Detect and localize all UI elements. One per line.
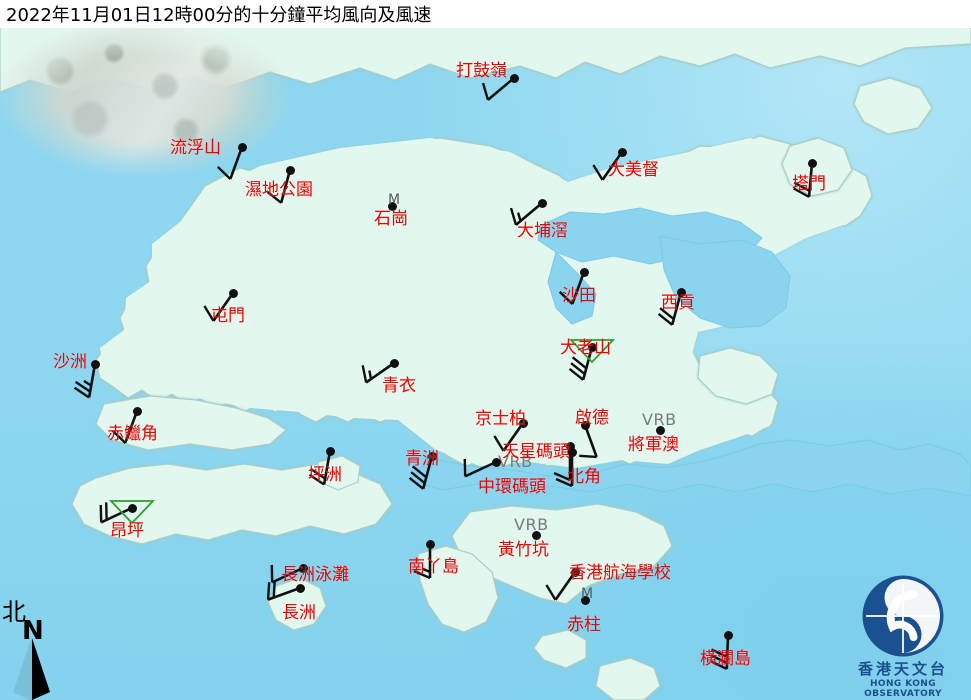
logo-label-cn: 香港天文台 — [857, 660, 948, 678]
station-label: 黃竹坑 — [498, 540, 549, 560]
wind-barb-icon — [111, 410, 139, 444]
station-label: 將軍澳 — [628, 435, 679, 455]
wind-barb-icon — [579, 424, 598, 459]
wind-barb-icon — [413, 544, 432, 580]
station-label: 天星碼頭 — [502, 442, 570, 462]
station-label: 青洲 — [405, 449, 439, 469]
station-label: 昂坪 — [110, 521, 144, 541]
compass-label-en: N — [22, 616, 44, 646]
wind-barb-icon — [793, 162, 814, 198]
wind-barb-icon — [555, 452, 574, 488]
station-label: 塔門 — [792, 174, 826, 194]
station-dot-icon — [388, 202, 397, 211]
wind-barb-icon — [493, 422, 525, 452]
wind-barb-icon — [545, 571, 577, 601]
wind-barb-icon — [463, 458, 497, 478]
station-label: 啟德 — [575, 408, 609, 428]
station-label: 橫瀾島 — [700, 649, 751, 669]
m-marker: M — [388, 192, 401, 208]
hko-emblem-icon — [862, 575, 944, 657]
gale-pennant-icon — [569, 339, 615, 364]
station-label: 青衣 — [382, 376, 416, 396]
wind-barb-icon — [203, 292, 235, 322]
station-dot-icon — [532, 531, 541, 540]
station-dot-icon — [510, 74, 519, 83]
wind-barb-icon — [408, 455, 434, 490]
station-label: 沙洲 — [53, 352, 87, 372]
wind-barb-icon — [361, 361, 395, 384]
station-label: 大美督 — [608, 160, 659, 180]
station-dot-icon — [492, 458, 501, 467]
station-label: 長洲 — [282, 603, 316, 623]
station-dot-icon — [656, 426, 665, 435]
satellite-imagery-patch — [0, 26, 300, 176]
wind-barb-icon — [266, 580, 301, 601]
wind-barb-icon — [657, 291, 683, 326]
station-label: 南丫島 — [408, 557, 459, 577]
gale-pennant-icon — [109, 500, 155, 525]
wind-barb-icon — [592, 151, 624, 181]
logo-label-en: HONG KONG OBSERVATORY — [864, 679, 942, 699]
station-label: 京士柏 — [475, 409, 526, 429]
wind-barb-icon — [73, 363, 97, 399]
hko-logo: 香港天文台 HONG KONG OBSERVATORY — [839, 572, 967, 699]
wind-barb-icon — [481, 77, 515, 101]
wind-barb-icon — [308, 450, 332, 486]
station-dot-icon — [128, 504, 137, 513]
station-label: 長洲泳灘 — [281, 565, 349, 585]
station-dot-icon — [538, 199, 547, 208]
station-label: 濕地公園 — [245, 180, 313, 200]
wind-barb-icon — [99, 502, 133, 524]
wind-barb-icon — [568, 346, 594, 381]
station-label: 北角 — [567, 467, 601, 487]
station-label: 大老山 — [560, 338, 611, 358]
station-label: 西貢 — [661, 293, 695, 313]
station-label: 坪洲 — [308, 465, 342, 485]
vrb-marker: VRB — [642, 410, 677, 429]
station-dot-icon — [296, 584, 305, 593]
compass-needle-icon — [13, 638, 50, 700]
station-label: 打鼓嶺 — [456, 61, 507, 81]
station-label: 中環碼頭 — [478, 477, 546, 497]
station-label: 赤鱲角 — [107, 424, 158, 444]
wind-barb-icon — [270, 564, 304, 584]
landmass-layer — [0, 26, 971, 700]
wind-barb-icon — [216, 146, 244, 180]
page-title: 2022年11月01日12時00分的十分鐘平均風向及風速 — [6, 5, 432, 26]
wind-barb-icon — [509, 202, 543, 226]
vrb-marker: VRB — [514, 515, 549, 534]
station-label: 香港航海學校 — [569, 563, 671, 583]
station-label: 屯門 — [211, 306, 245, 326]
station-label: 石崗 — [374, 209, 408, 229]
station-label: 赤柱 — [567, 615, 601, 635]
station-label: 大埔滘 — [517, 221, 568, 241]
wind-barb-icon — [710, 634, 730, 671]
station-dot-icon — [299, 564, 308, 573]
station-dot-icon — [581, 596, 590, 605]
station-label: 沙田 — [562, 286, 596, 306]
vrb-marker: VRB — [498, 452, 533, 471]
title-bar: 2022年11月01日12時00分的十分鐘平均風向及風速 — [0, 0, 971, 28]
station-label: 流浮山 — [170, 138, 221, 158]
wind-barb-icon — [558, 271, 586, 305]
m-marker: M — [581, 586, 594, 602]
station-dot-icon — [390, 359, 399, 368]
compass-rose: 北 N — [2, 592, 72, 700]
wind-barb-icon — [266, 169, 292, 204]
compass-label-cn: 北 — [2, 598, 26, 626]
